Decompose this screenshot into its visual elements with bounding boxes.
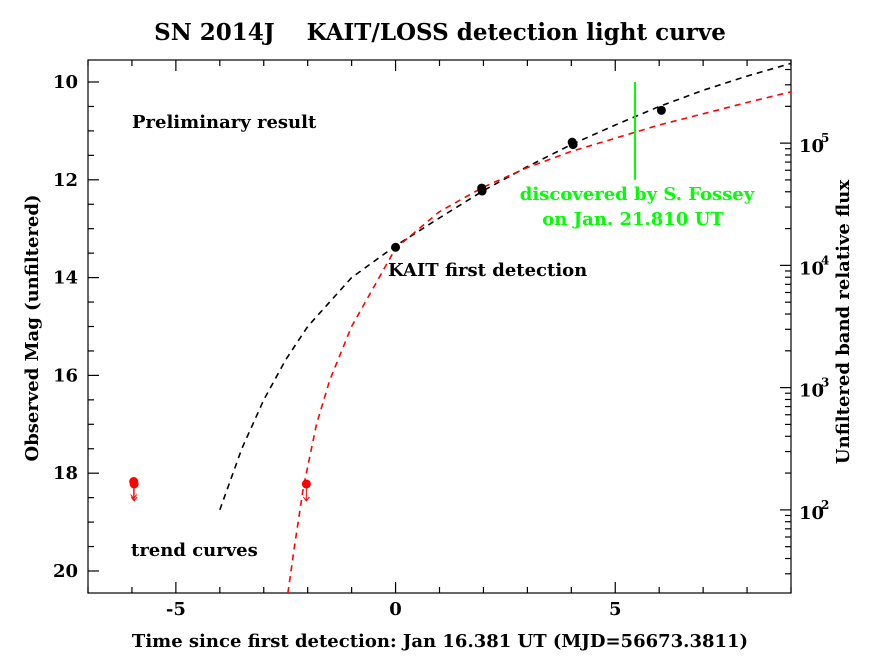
detection-point (568, 140, 578, 150)
y2-tick-label-exp: 4 (821, 253, 829, 267)
x-axis-label: Time since first detection: Jan 16.381 U… (132, 631, 748, 652)
detection-point (477, 186, 487, 196)
plot-frame (87, 59, 792, 594)
trend-curve-red (287, 91, 792, 594)
upper-limit-arrowhead (130, 496, 138, 502)
y-tick-label: 14 (53, 268, 78, 289)
trend-curves (219, 62, 792, 594)
data-points (129, 105, 666, 502)
y2-tick-label-exp: 3 (821, 376, 829, 390)
upper-limit-point (301, 479, 311, 489)
x-tick-label: -5 (166, 599, 186, 620)
y2-tick-label-base: 10 (799, 258, 824, 279)
y-tick-label: 10 (53, 72, 78, 93)
y-tick-label: 12 (53, 170, 78, 191)
detection-point (391, 242, 401, 252)
y-tick-label: 18 (53, 463, 78, 484)
y2-tick-label-base: 10 (799, 503, 824, 524)
x-tick-label: 0 (389, 599, 402, 620)
y2-axis-label: Unfiltered band relative flux (833, 180, 854, 464)
y-tick-label: 20 (53, 561, 78, 582)
x-tick-label: 5 (609, 599, 622, 620)
discovery-note-line2: on Jan. 21.810 UT (542, 209, 724, 230)
axis-ticks (87, 60, 792, 593)
chart-title: SN 2014J KAIT/LOSS detection light curve (154, 19, 726, 46)
trend-curves-note: trend curves (131, 540, 258, 561)
y2-tick-label-base: 10 (799, 136, 824, 157)
upper-limit-point (129, 479, 139, 489)
y2-tick-label-base: 10 (799, 381, 824, 402)
first-detection-note: KAIT first detection (388, 260, 587, 281)
y-tick-label: 16 (53, 365, 78, 386)
preliminary-note: Preliminary result (132, 112, 317, 133)
y-axis-label: Observed Mag (unfiltered) (22, 195, 43, 462)
detection-point (656, 105, 666, 115)
upper-limit-arrowhead (302, 496, 310, 502)
y2-tick-label-exp: 2 (821, 498, 829, 512)
discovery-note-line1: discovered by S. Fossey (520, 184, 755, 205)
y2-tick-label-exp: 5 (821, 131, 829, 145)
